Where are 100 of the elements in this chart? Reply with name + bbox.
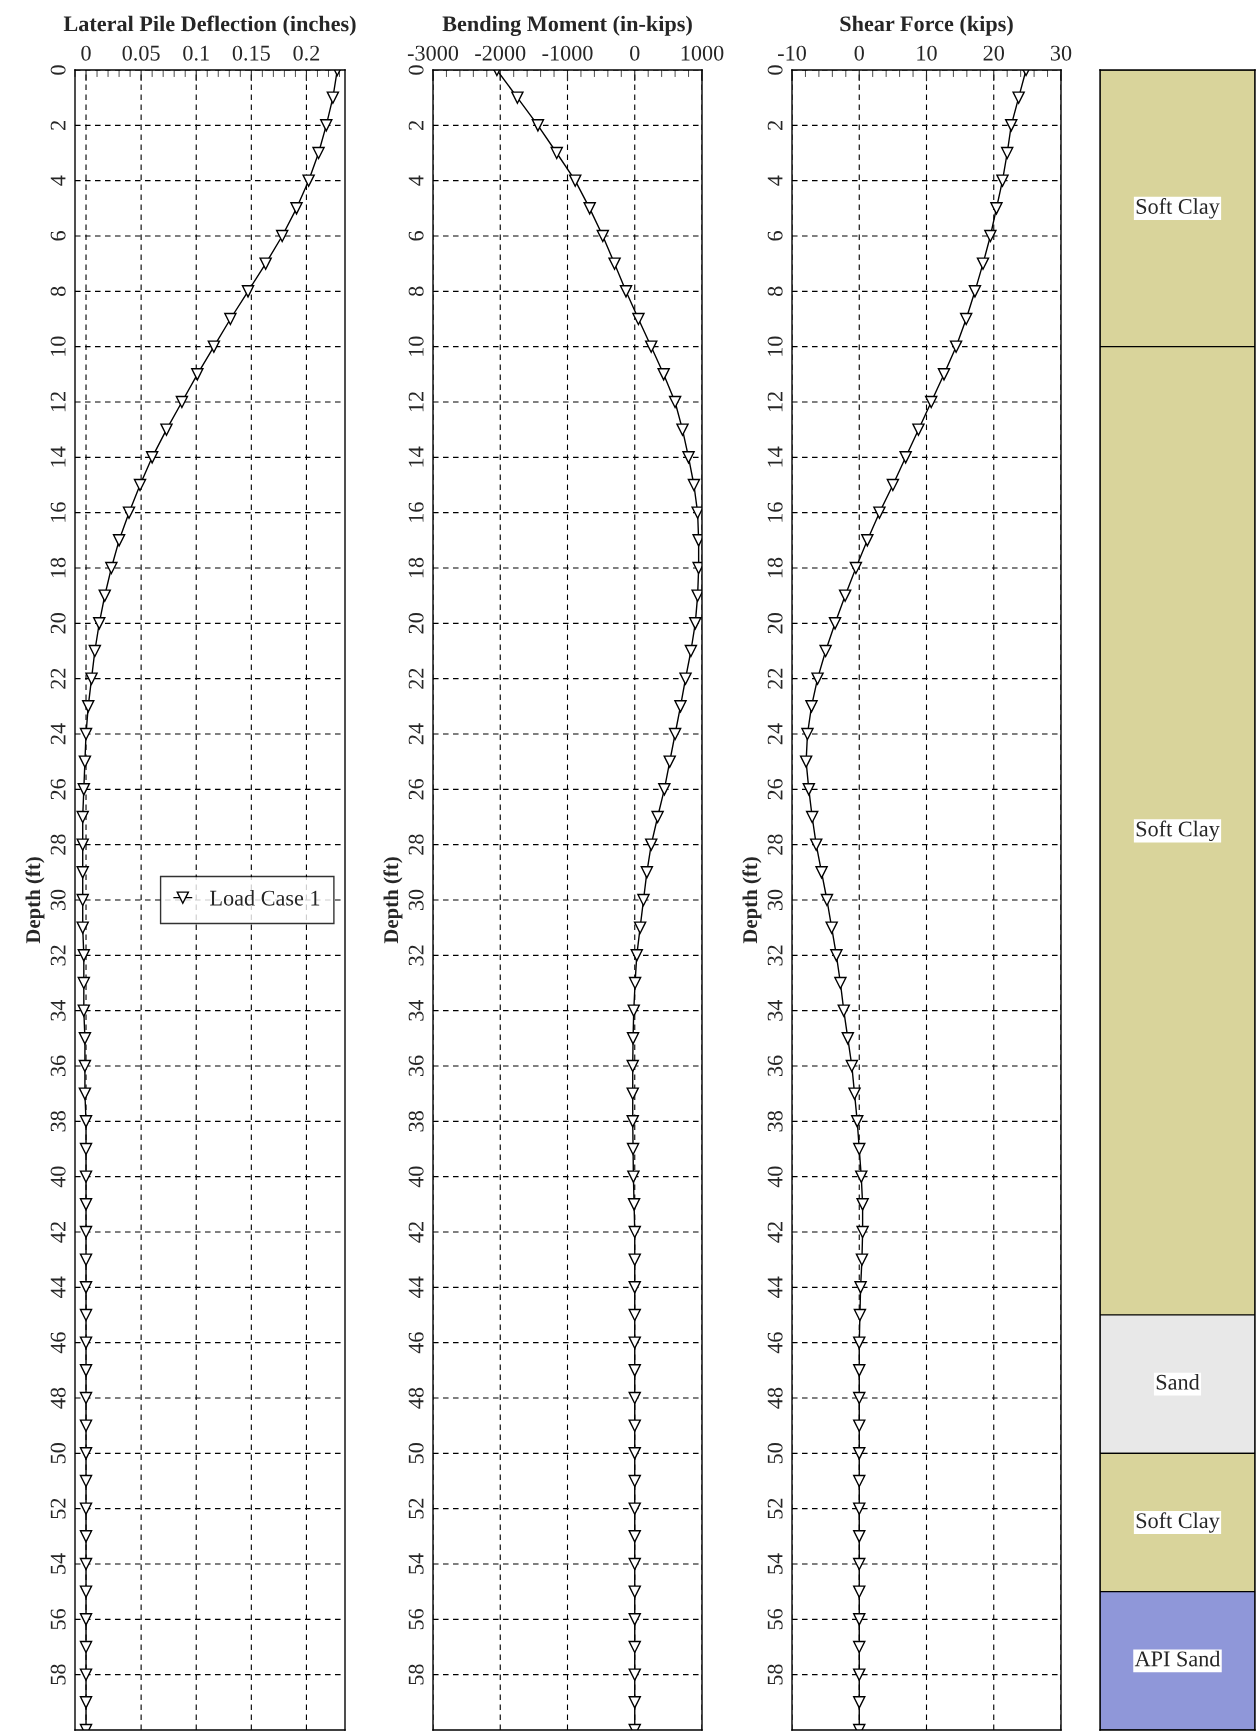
y-tick-label: 48 xyxy=(767,1387,783,1409)
series-label: API Sand xyxy=(1134,1650,1221,1667)
x-tick-label: -2000 xyxy=(475,45,526,61)
y-tick-label: 18 xyxy=(50,557,66,578)
y-tick-label: 38 xyxy=(408,1111,424,1132)
y-tick-label: 0 xyxy=(50,65,66,75)
y-tick-label: 10 xyxy=(767,336,783,356)
x-tick-label: 0 xyxy=(630,45,640,61)
y-tick-label: 36 xyxy=(767,1055,783,1077)
y-tick-label: 16 xyxy=(408,502,424,522)
y-tick-label: 50 xyxy=(408,1443,424,1464)
y-tick-label: 10 xyxy=(408,336,424,356)
y-tick-label: 22 xyxy=(50,668,66,689)
y-tick-label: 4 xyxy=(767,175,783,186)
y-tick-label: 58 xyxy=(50,1664,66,1685)
y-tick-label: 10 xyxy=(50,336,66,356)
x-tick-label: 0 xyxy=(81,45,91,61)
y-tick-label: 40 xyxy=(408,1166,424,1188)
chart-title: Bending Moment (in-kips) xyxy=(442,15,692,37)
y-tick-label: 54 xyxy=(767,1553,783,1574)
y-tick-label: 20 xyxy=(408,613,424,634)
y-tick-label: 0 xyxy=(767,65,783,75)
x-tick-label: 0.15 xyxy=(232,45,270,61)
y-tick-label: 40 xyxy=(50,1166,66,1188)
y-tick-label: 28 xyxy=(408,834,424,855)
y-tick-label: 44 xyxy=(767,1276,783,1299)
y-tick-label: 56 xyxy=(408,1608,424,1630)
y-tick-label: 30 xyxy=(767,889,783,911)
y-tick-label: 24 xyxy=(50,723,66,745)
y-tick-label: 36 xyxy=(408,1055,424,1077)
y-tick-label: 14 xyxy=(408,446,424,467)
series-label: Sand xyxy=(1156,1374,1200,1390)
y-tick-label: 6 xyxy=(767,231,783,241)
y-tick-label: 12 xyxy=(50,392,66,412)
y-tick-label: 30 xyxy=(50,889,66,911)
y-tick-label: 16 xyxy=(50,502,66,522)
x-tick-label: 30 xyxy=(1050,45,1072,61)
series-label: Soft Clay xyxy=(1136,1512,1220,1533)
y-tick-label: 6 xyxy=(50,231,66,241)
y-tick-label: 8 xyxy=(408,286,424,297)
y-tick-label: 6 xyxy=(408,231,424,241)
y-tick-label: 48 xyxy=(50,1387,66,1409)
y-tick-label: 48 xyxy=(408,1387,424,1409)
y-tick-label: 14 xyxy=(767,446,783,467)
y-tick-label: 38 xyxy=(50,1111,66,1132)
y-tick-label: 42 xyxy=(408,1222,424,1243)
y-tick-label: 8 xyxy=(50,286,66,297)
y-tick-label: 56 xyxy=(50,1608,66,1630)
y-tick-label: 24 xyxy=(408,723,424,745)
y-tick-label: 14 xyxy=(50,446,66,467)
y-tick-label: 38 xyxy=(767,1111,783,1132)
y-tick-label: 18 xyxy=(767,557,783,578)
x-tick-label: 10 xyxy=(917,45,937,61)
x-tick-label: 0.2 xyxy=(293,45,320,61)
y-tick-label: 32 xyxy=(408,945,424,966)
y-tick-label: 4 xyxy=(50,175,66,186)
y-tick-label: 26 xyxy=(767,778,783,800)
y-tick-label: 30 xyxy=(408,889,424,911)
y-tick-label: 12 xyxy=(408,392,424,412)
y-axis-title: Depth (ft) xyxy=(742,857,762,944)
x-tick-label: 0.05 xyxy=(122,45,160,61)
y-tick-label: 44 xyxy=(408,1276,424,1299)
legend-label: Load Case 1 xyxy=(210,889,320,906)
y-tick-label: 56 xyxy=(767,1608,783,1630)
x-tick-label: -1000 xyxy=(542,45,593,61)
x-tick-label: -10 xyxy=(778,45,806,61)
y-tick-label: 40 xyxy=(767,1166,783,1188)
x-tick-label: -3000 xyxy=(407,45,459,61)
y-tick-label: 20 xyxy=(50,613,66,634)
x-tick-label: 20 xyxy=(983,45,1005,61)
y-tick-label: 2 xyxy=(50,121,66,130)
y-tick-label: 46 xyxy=(767,1332,783,1354)
y-axis-title: Depth (ft) xyxy=(25,857,45,944)
chart-title: Shear Force (kips) xyxy=(840,15,1013,36)
y-tick-label: 2 xyxy=(767,121,783,130)
y-tick-label: 8 xyxy=(767,286,783,297)
y-tick-label: 2 xyxy=(408,121,424,130)
y-tick-label: 24 xyxy=(767,723,783,745)
y-tick-label: 42 xyxy=(767,1222,783,1243)
y-tick-label: 16 xyxy=(767,502,783,522)
y-tick-label: 54 xyxy=(408,1553,424,1574)
x-tick-label: 0.1 xyxy=(183,45,209,61)
y-tick-label: 42 xyxy=(50,1222,66,1243)
y-tick-label: 22 xyxy=(408,668,424,689)
y-tick-label: 28 xyxy=(767,834,783,855)
chart-title: Lateral Pile Deflection (inches) xyxy=(63,15,356,36)
y-tick-label: 0 xyxy=(408,65,424,75)
series-label: Soft Clay xyxy=(1136,198,1220,219)
y-tick-label: 58 xyxy=(408,1664,424,1685)
y-tick-label: 44 xyxy=(50,1276,66,1299)
y-axis-title: Depth (ft) xyxy=(383,857,403,944)
y-tick-label: 52 xyxy=(767,1498,783,1519)
y-tick-label: 46 xyxy=(408,1332,424,1354)
y-tick-label: 32 xyxy=(767,945,783,966)
y-tick-label: 18 xyxy=(408,557,424,578)
y-tick-label: 58 xyxy=(767,1664,783,1685)
y-tick-label: 20 xyxy=(767,613,783,634)
y-tick-label: 52 xyxy=(50,1498,66,1519)
y-tick-label: 26 xyxy=(408,778,424,800)
y-tick-label: 54 xyxy=(50,1553,66,1574)
